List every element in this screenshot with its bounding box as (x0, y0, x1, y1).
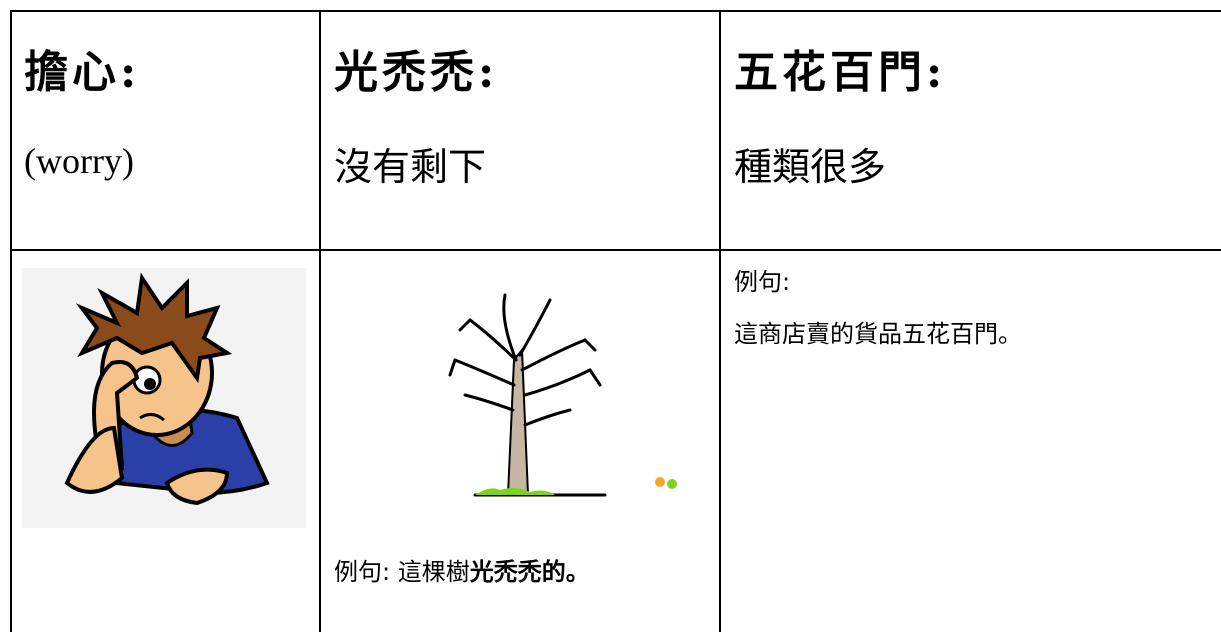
term: 五花百門: (734, 47, 947, 98)
example-sentence: 這商店賣的貨品五花百門。 (734, 320, 1022, 348)
meaning: 沒有剩下 (334, 145, 487, 189)
worried-boy-illustration (22, 268, 306, 528)
meaning: 種類很多 (734, 145, 887, 189)
term: 光禿禿: (334, 47, 499, 98)
example-text: 這棵樹 (397, 558, 470, 586)
example-label: 例句: (334, 558, 391, 586)
table-border-left (10, 10, 12, 632)
column-divider (319, 10, 321, 632)
meaning: (worry) (24, 141, 134, 181)
table-border-top (10, 10, 1221, 12)
column-divider (719, 10, 721, 632)
row-divider (10, 249, 1221, 251)
example-sentence: 例句: 這棵樹光禿禿的。 (334, 552, 590, 587)
term: 擔心: (24, 47, 141, 98)
bare-tree-illustration (448, 293, 677, 497)
example-label: 例句: (734, 268, 791, 296)
example-emphasis: 光禿禿的。 (469, 557, 590, 586)
